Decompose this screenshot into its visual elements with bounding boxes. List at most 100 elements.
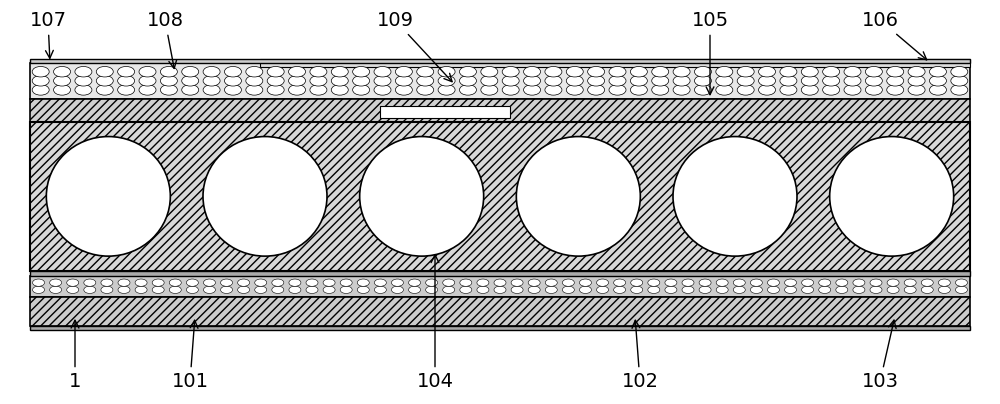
Ellipse shape: [96, 66, 113, 77]
Ellipse shape: [921, 286, 933, 293]
Ellipse shape: [323, 286, 335, 293]
Ellipse shape: [224, 84, 241, 95]
Ellipse shape: [853, 286, 865, 293]
Ellipse shape: [502, 76, 519, 86]
Ellipse shape: [152, 279, 164, 286]
Ellipse shape: [50, 279, 62, 286]
Ellipse shape: [118, 76, 135, 86]
Ellipse shape: [75, 76, 92, 86]
Ellipse shape: [135, 279, 147, 286]
Text: 101: 101: [172, 320, 208, 391]
Ellipse shape: [182, 76, 199, 86]
Ellipse shape: [54, 76, 71, 86]
Ellipse shape: [84, 279, 96, 286]
Ellipse shape: [481, 66, 498, 77]
Bar: [30, 271, 970, 276]
Ellipse shape: [118, 66, 135, 77]
Ellipse shape: [272, 286, 284, 293]
Ellipse shape: [802, 279, 814, 286]
Ellipse shape: [588, 76, 605, 86]
Ellipse shape: [289, 286, 301, 293]
Ellipse shape: [310, 76, 327, 86]
Ellipse shape: [865, 84, 882, 95]
Ellipse shape: [938, 279, 950, 286]
Ellipse shape: [673, 137, 797, 256]
Ellipse shape: [904, 286, 916, 293]
Bar: [30, 99, 970, 122]
Ellipse shape: [135, 286, 147, 293]
Ellipse shape: [955, 286, 967, 293]
Ellipse shape: [614, 279, 626, 286]
Ellipse shape: [246, 84, 263, 95]
Ellipse shape: [630, 84, 647, 95]
Ellipse shape: [759, 76, 776, 86]
Ellipse shape: [545, 286, 557, 293]
Ellipse shape: [310, 84, 327, 95]
Ellipse shape: [631, 279, 643, 286]
Ellipse shape: [417, 84, 434, 95]
Ellipse shape: [426, 286, 438, 293]
Ellipse shape: [780, 84, 797, 95]
Ellipse shape: [267, 76, 284, 86]
Ellipse shape: [528, 279, 540, 286]
Ellipse shape: [836, 279, 848, 286]
Ellipse shape: [374, 76, 391, 86]
Ellipse shape: [409, 279, 421, 286]
Ellipse shape: [516, 137, 640, 256]
Ellipse shape: [169, 286, 181, 293]
Ellipse shape: [759, 84, 776, 95]
Ellipse shape: [801, 84, 818, 95]
Ellipse shape: [737, 76, 754, 86]
Ellipse shape: [460, 279, 472, 286]
Ellipse shape: [246, 66, 263, 77]
Ellipse shape: [908, 66, 925, 77]
Ellipse shape: [609, 76, 626, 86]
Ellipse shape: [139, 76, 156, 86]
Ellipse shape: [477, 286, 489, 293]
Text: 109: 109: [376, 11, 452, 82]
Ellipse shape: [750, 286, 762, 293]
Ellipse shape: [929, 76, 946, 86]
Ellipse shape: [267, 66, 284, 77]
Ellipse shape: [887, 279, 899, 286]
Ellipse shape: [289, 279, 301, 286]
Ellipse shape: [203, 279, 215, 286]
Ellipse shape: [609, 66, 626, 77]
Ellipse shape: [360, 137, 484, 256]
Ellipse shape: [417, 66, 434, 77]
Ellipse shape: [716, 286, 728, 293]
Ellipse shape: [118, 84, 135, 95]
Ellipse shape: [96, 84, 113, 95]
Ellipse shape: [186, 279, 198, 286]
Ellipse shape: [844, 76, 861, 86]
Ellipse shape: [652, 76, 669, 86]
Ellipse shape: [767, 286, 779, 293]
Ellipse shape: [524, 84, 541, 95]
Ellipse shape: [951, 84, 968, 95]
Ellipse shape: [887, 76, 904, 86]
Ellipse shape: [118, 286, 130, 293]
Ellipse shape: [33, 279, 45, 286]
Text: 105: 105: [691, 11, 729, 95]
Ellipse shape: [588, 66, 605, 77]
Ellipse shape: [417, 76, 434, 86]
Ellipse shape: [374, 286, 386, 293]
Text: 102: 102: [622, 320, 658, 391]
Text: 103: 103: [862, 320, 898, 391]
Ellipse shape: [238, 279, 250, 286]
Ellipse shape: [331, 66, 348, 77]
Text: 104: 104: [416, 255, 454, 391]
Ellipse shape: [255, 279, 267, 286]
Ellipse shape: [887, 84, 904, 95]
Ellipse shape: [118, 279, 130, 286]
Ellipse shape: [101, 286, 113, 293]
Ellipse shape: [169, 279, 181, 286]
Ellipse shape: [673, 84, 690, 95]
Ellipse shape: [438, 66, 455, 77]
Ellipse shape: [443, 279, 455, 286]
Ellipse shape: [597, 279, 609, 286]
Ellipse shape: [139, 66, 156, 77]
Ellipse shape: [306, 279, 318, 286]
Ellipse shape: [652, 66, 669, 77]
Ellipse shape: [836, 286, 848, 293]
